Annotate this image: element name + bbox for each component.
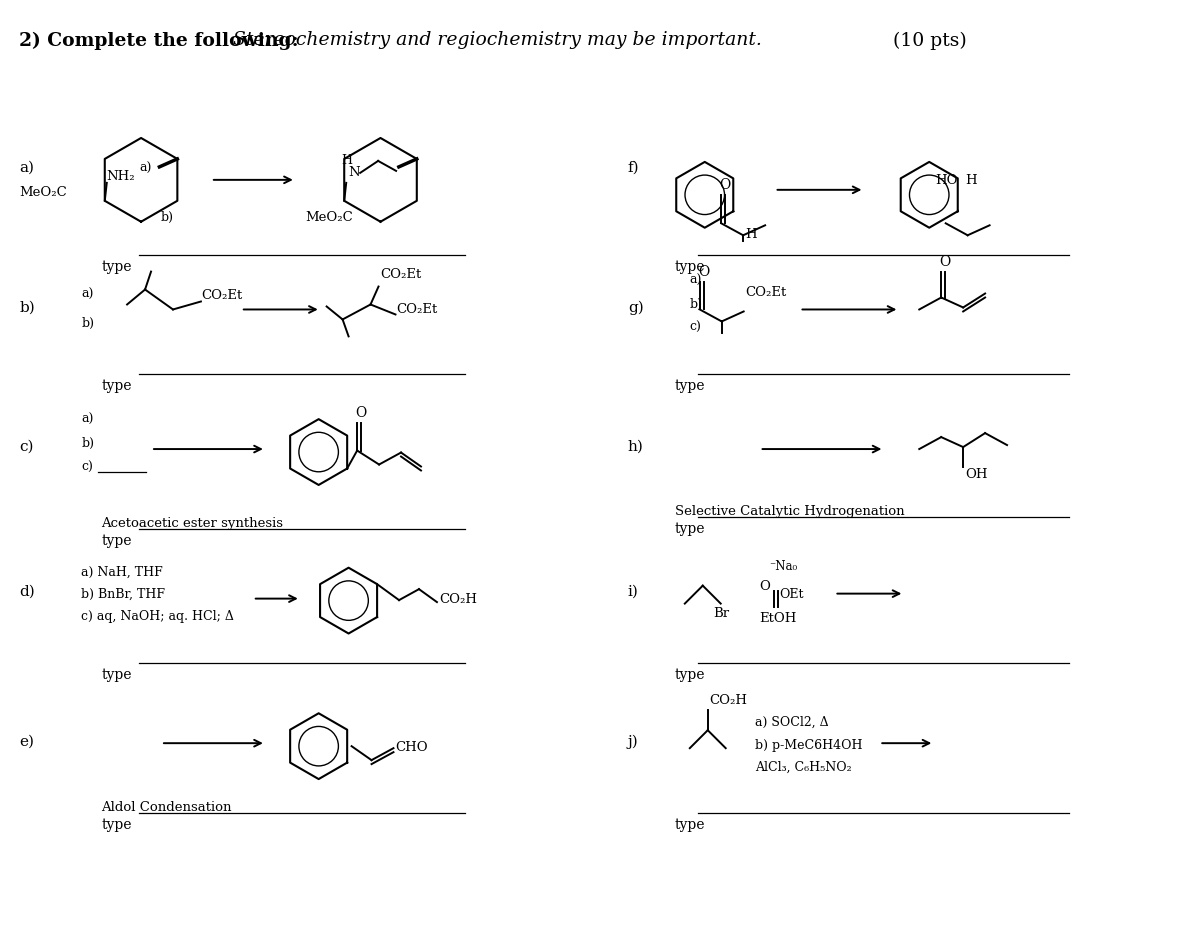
Text: 2) Complete the following:: 2) Complete the following: <box>19 31 306 50</box>
Text: H: H <box>745 228 757 241</box>
Text: CO₂Et: CO₂Et <box>200 288 242 301</box>
Text: type: type <box>101 379 132 393</box>
Text: OH: OH <box>965 467 988 480</box>
Text: N: N <box>348 166 360 179</box>
Text: c) aq, NaOH; aq. HCl; Δ: c) aq, NaOH; aq. HCl; Δ <box>82 609 234 622</box>
Text: O: O <box>355 405 366 419</box>
Text: EtOH: EtOH <box>760 611 797 624</box>
Text: a): a) <box>19 161 35 175</box>
Text: OEt: OEt <box>780 587 804 600</box>
Text: type: type <box>101 667 132 681</box>
Text: i): i) <box>628 584 638 598</box>
Text: a) SOCl2, Δ: a) SOCl2, Δ <box>755 714 828 727</box>
Text: CO₂Et: CO₂Et <box>745 285 787 299</box>
Text: O: O <box>697 264 709 278</box>
Text: h): h) <box>628 440 644 454</box>
Text: j): j) <box>628 734 638 748</box>
Text: H: H <box>966 174 977 187</box>
Text: CO₂Et: CO₂Et <box>396 303 438 316</box>
Text: Aldol Condensation: Aldol Condensation <box>101 800 232 813</box>
Text: type: type <box>101 817 132 831</box>
Text: Selective Catalytic Hydrogenation: Selective Catalytic Hydrogenation <box>674 505 905 518</box>
Text: type: type <box>674 817 706 831</box>
Text: O: O <box>940 255 950 269</box>
Text: a) NaH, THF: a) NaH, THF <box>82 565 163 578</box>
Text: Stereochemistry and regiochemistry may be important.: Stereochemistry and regiochemistry may b… <box>233 31 762 50</box>
Text: a): a) <box>82 413 94 426</box>
Text: (10 pts): (10 pts) <box>887 31 967 50</box>
Text: d): d) <box>19 584 35 598</box>
Text: a): a) <box>139 162 152 175</box>
Text: b): b) <box>690 298 703 310</box>
Text: HO: HO <box>936 174 959 187</box>
Text: CO₂H: CO₂H <box>439 592 476 606</box>
Text: a): a) <box>82 287 94 300</box>
Text: c): c) <box>690 321 702 334</box>
Text: H: H <box>341 154 353 167</box>
Text: O: O <box>760 579 770 592</box>
Text: b) p-MeC6H4OH: b) p-MeC6H4OH <box>755 739 862 752</box>
Text: NH₂: NH₂ <box>107 169 136 183</box>
Text: ⁻Na₀: ⁻Na₀ <box>769 559 798 572</box>
Text: c): c) <box>82 461 94 474</box>
Text: Br: Br <box>713 606 728 619</box>
Text: MeO₂C: MeO₂C <box>306 211 354 224</box>
Text: a): a) <box>690 273 702 286</box>
Text: CO₂H: CO₂H <box>709 694 748 707</box>
Text: MeO₂C: MeO₂C <box>19 185 67 198</box>
Text: O: O <box>719 178 731 192</box>
Text: AlCl₃, C₆H₅NO₂: AlCl₃, C₆H₅NO₂ <box>755 760 851 773</box>
Text: type: type <box>674 379 706 393</box>
Text: b) BnBr, THF: b) BnBr, THF <box>82 587 166 600</box>
Text: b): b) <box>82 436 95 449</box>
Text: g): g) <box>628 300 643 314</box>
Text: type: type <box>101 259 132 273</box>
Text: CHO: CHO <box>396 740 428 753</box>
Text: c): c) <box>19 440 34 454</box>
Text: b): b) <box>19 300 35 314</box>
Text: type: type <box>674 521 706 535</box>
Text: e): e) <box>19 734 35 748</box>
Text: CO₂Et: CO₂Et <box>380 268 421 280</box>
Text: b): b) <box>82 317 95 330</box>
Text: Acetoacetic ester synthesis: Acetoacetic ester synthesis <box>101 517 283 529</box>
Text: type: type <box>101 534 132 548</box>
Text: f): f) <box>628 161 640 175</box>
Text: type: type <box>674 259 706 273</box>
Text: b): b) <box>161 211 174 224</box>
Text: type: type <box>674 667 706 681</box>
